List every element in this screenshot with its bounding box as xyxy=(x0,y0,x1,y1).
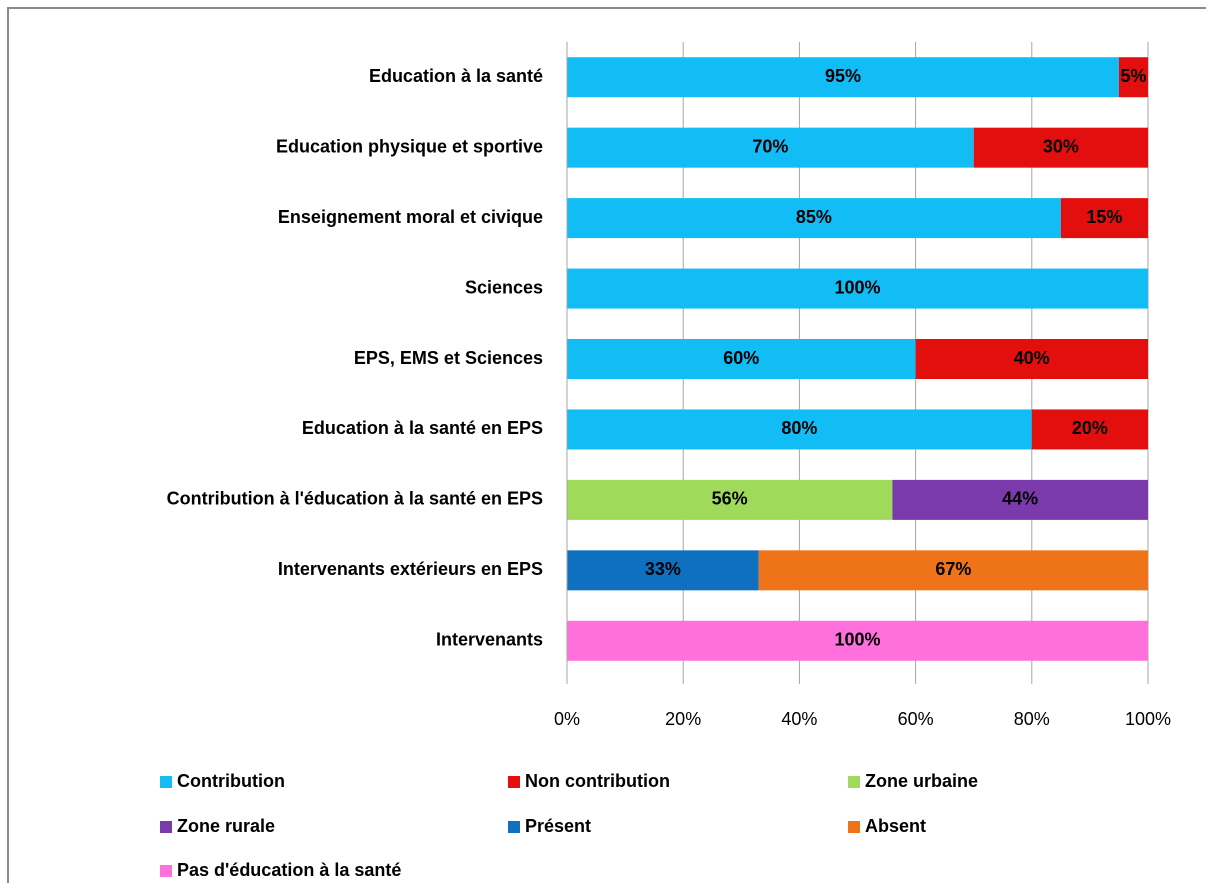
bar-segment xyxy=(567,409,1032,450)
legend-swatch xyxy=(508,821,520,833)
legend-label: Zone rurale xyxy=(177,816,275,836)
legend-label: Zone urbaine xyxy=(865,771,978,791)
data-label: 15% xyxy=(1086,207,1122,227)
x-tick-label: 0% xyxy=(554,709,580,729)
data-label: 95% xyxy=(825,66,861,86)
legend-swatch xyxy=(848,821,860,833)
data-label: 100% xyxy=(834,630,880,650)
y-tick-label: Education à la santé xyxy=(369,66,543,86)
data-label: 100% xyxy=(834,277,880,297)
legend-label: Présent xyxy=(525,816,591,836)
y-tick-label: EPS, EMS et Sciences xyxy=(354,348,543,368)
bar-segment xyxy=(567,268,1148,309)
y-tick-label: Education physique et sportive xyxy=(276,136,543,156)
data-label: 40% xyxy=(1014,348,1050,368)
data-label: 85% xyxy=(796,207,832,227)
data-label: 5% xyxy=(1120,66,1146,86)
x-tick-label: 80% xyxy=(1014,709,1050,729)
legend-swatch xyxy=(160,821,172,833)
bar-segment xyxy=(915,339,1148,379)
bar-segment xyxy=(567,620,1148,661)
bar-segment xyxy=(567,57,1119,98)
bar-segment xyxy=(567,127,974,168)
data-label: 67% xyxy=(935,559,971,579)
y-tick-label: Intervenants extérieurs en EPS xyxy=(278,559,543,579)
y-tick-label: Intervenants xyxy=(436,630,543,650)
x-tick-label: 20% xyxy=(665,709,701,729)
data-label: 33% xyxy=(645,559,681,579)
chart-border xyxy=(7,7,1206,883)
data-label: 80% xyxy=(781,418,817,438)
bar-segment xyxy=(1060,198,1148,239)
y-tick-label: Contribution à l'éducation à la santé en… xyxy=(167,489,543,509)
data-label: 60% xyxy=(723,348,759,368)
x-tick-label: 60% xyxy=(898,709,934,729)
legend-swatch xyxy=(160,865,172,877)
legend-label: Absent xyxy=(865,816,926,836)
y-tick-label: Education à la santé en EPS xyxy=(302,418,543,438)
bar-segment xyxy=(567,479,893,520)
bar-segment xyxy=(567,550,759,591)
data-label: 56% xyxy=(712,489,748,509)
bar-segment xyxy=(567,198,1061,239)
legend-swatch xyxy=(848,776,860,788)
data-label: 44% xyxy=(1002,489,1038,509)
legend-label: Contribution xyxy=(177,771,285,791)
legend-swatch xyxy=(160,776,172,788)
y-tick-label: Sciences xyxy=(465,277,543,297)
data-label: 20% xyxy=(1072,418,1108,438)
data-label: 30% xyxy=(1043,136,1079,156)
legend-label: Pas d'éducation à la santé xyxy=(177,860,401,880)
bar-segment xyxy=(973,127,1148,168)
bar-segment xyxy=(1118,57,1148,98)
bar-segment xyxy=(567,339,916,379)
bar-segment xyxy=(758,550,1148,591)
bar-segment xyxy=(1031,409,1148,450)
data-label: 70% xyxy=(752,136,788,156)
legend-label: Non contribution xyxy=(525,771,670,791)
x-tick-label: 100% xyxy=(1125,709,1171,729)
x-tick-label: 40% xyxy=(781,709,817,729)
bar-segment xyxy=(892,479,1148,520)
y-tick-label: Enseignement moral et civique xyxy=(278,207,543,227)
legend-swatch xyxy=(508,776,520,788)
